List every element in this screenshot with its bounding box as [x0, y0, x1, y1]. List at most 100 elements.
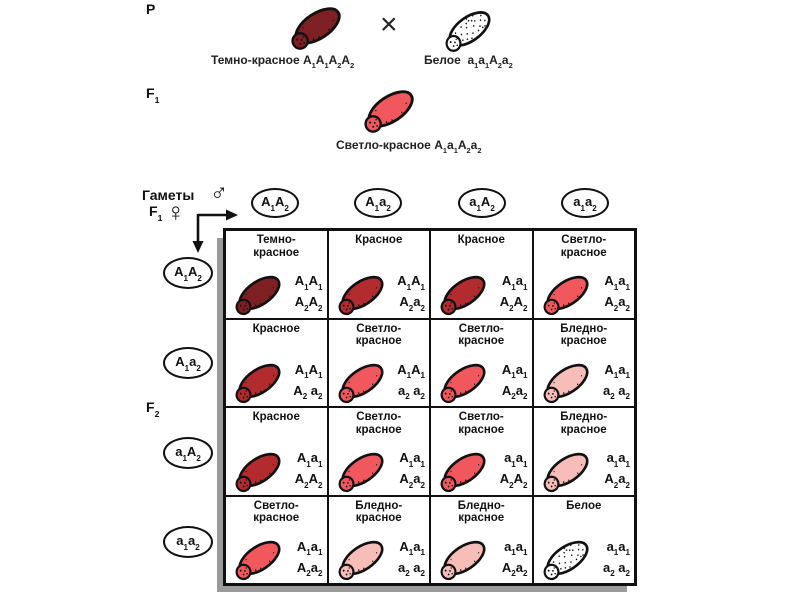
genotype-label: A1A1 A2A2: [294, 273, 323, 313]
parent-dark-genotype: A1A1A2A2: [302, 53, 355, 71]
phenotype-label: Светло-красное: [253, 499, 300, 525]
grain-icon: [445, 11, 491, 52]
male-gamete-circle: A1a2: [354, 188, 402, 218]
grain-image: [432, 270, 494, 318]
grain-icon: [543, 452, 588, 492]
genotype-label: A1A1 A2 a2: [293, 361, 323, 402]
f2-generation-label: F2: [146, 399, 160, 419]
punnett-cell: Светло-красное A1a1 A2a2: [327, 407, 430, 496]
punnett-cell: Бледно-красное A1a1 a2 a2: [327, 495, 430, 584]
phenotype-label: Красное: [355, 234, 403, 246]
male-gamete-circle: a1A2: [458, 188, 506, 218]
grain-image: [330, 358, 392, 406]
male-gamete-label: A1A2: [261, 194, 289, 213]
parent-white-grain-image: [437, 5, 499, 55]
punnett-cell: Красное A1a1 A2A2: [225, 407, 328, 496]
phenotype-label: Светло-красное: [458, 322, 505, 348]
grain-icon: [440, 540, 486, 581]
grain-icon: [235, 275, 281, 315]
grain-image: [535, 270, 597, 318]
gamete-direction-arrows: [192, 209, 238, 253]
punnett-cell: Бледно-красное a1a1 A2a2: [430, 495, 533, 584]
grain-image: [432, 358, 494, 406]
grain-image: [432, 535, 494, 583]
phenotype-label: Белое: [566, 499, 602, 512]
phenotype-label: Светло-красное: [355, 411, 402, 436]
gametes-label: Гаметы: [142, 187, 195, 203]
punnett-cell: Красное A1A1 A2a2: [327, 230, 430, 319]
grain-icon: [338, 363, 383, 404]
genotype-label: A1a1 A2a2: [296, 538, 323, 579]
genotype-label: A1A1 a2 a2: [397, 361, 425, 402]
parent-dark-caption: Темно-красное A1A1A2A2: [211, 53, 355, 71]
female-gamete-circle: A1a2: [163, 347, 213, 379]
parent-white-caption: Белое a1a1A2a2: [424, 53, 513, 71]
grain-icon: [440, 363, 486, 404]
grain-icon: [364, 90, 414, 133]
phenotype-label: Бледно-красное: [457, 499, 505, 525]
genotype-label: A1a1 A2a2: [399, 450, 425, 490]
female-gamete-circle: a1a2: [163, 526, 213, 558]
phenotype-label: Светло-красное: [560, 234, 607, 259]
female-gamete-label: a1A2: [175, 444, 201, 463]
grain-image: [535, 447, 597, 495]
f1-caption: Светло-красное A1a1A2a2: [336, 138, 481, 155]
genotype-label: a1a1 a2 a2: [602, 538, 630, 579]
genotype-label: A1a1 a2 a2: [602, 361, 630, 402]
genotype-label: a1a1 A2a2: [501, 538, 528, 579]
genotype-label: a1a1 A2a2: [604, 450, 630, 490]
grain-image: [535, 535, 597, 583]
female-gamete-label: A1a2: [175, 354, 201, 373]
genotype-label: A1a1 A2A2: [499, 273, 528, 313]
parent-dark-red-grain-image: [282, 1, 350, 53]
grain-icon: [235, 540, 281, 581]
grain-icon: [440, 275, 486, 315]
punnett-cell: Бледно-красное A1a1 a2 a2: [532, 318, 635, 407]
genotype-label: A1A1 A2a2: [397, 273, 425, 313]
grain-icon: [338, 275, 383, 315]
male-gamete-circle: a1a2: [561, 188, 609, 218]
phenotype-label: Светло-красное: [355, 322, 402, 348]
genotype-label: A1a1 A2a2: [501, 361, 528, 402]
grain-icon: [235, 452, 281, 492]
punnett-cell: Светло-красное A1A1 a2 a2: [327, 318, 430, 407]
p-generation-label: P: [146, 1, 156, 17]
grain-image: [432, 447, 494, 495]
punnett-cell: Светло-красное A1a1 A2a2: [532, 230, 635, 319]
phenotype-label: Красное: [252, 322, 300, 335]
grain-icon: [543, 275, 588, 315]
male-gamete-circle: A1A2: [251, 188, 299, 218]
phenotype-label: Темно-красное: [253, 234, 300, 259]
phenotype-label: Бледно-красное: [560, 322, 608, 348]
grain-image: [227, 535, 289, 583]
female-gamete-label: a1a2: [176, 533, 200, 552]
punnett-cell: Светло-красное A1a1 A2a2: [225, 495, 328, 584]
genotype-label: A1a1 a2 a2: [397, 538, 425, 579]
grain-icon: [543, 540, 588, 581]
cross-symbol: ×: [380, 8, 398, 41]
punnett-cell: Красное A1a1 A2A2: [430, 230, 533, 319]
parent-dark-name: Темно-красное: [211, 53, 300, 67]
genotype-label: a1a1 A2A2: [499, 450, 528, 490]
grain-icon: [291, 7, 341, 50]
grain-icon: [440, 452, 486, 492]
phenotype-label: Красное: [457, 234, 505, 246]
parent-white-genotype: a1a1A2a2: [467, 53, 513, 71]
punnett-cell: Белое a1a1 a2 a2: [532, 495, 635, 584]
grain-image: [227, 270, 289, 318]
punnett-cell: Темно-красное A1A1 A2A2: [225, 230, 328, 319]
f1-row-label: F1: [149, 203, 163, 223]
phenotype-label: Бледно-красное: [355, 499, 403, 525]
grain-image: [227, 358, 289, 406]
grain-icon: [543, 363, 588, 404]
f1-light-red-grain-image: [355, 84, 423, 136]
female-gamete-circle: a1A2: [163, 437, 213, 469]
phenotype-label: Красное: [252, 411, 300, 423]
parent-white-name: Белое: [424, 53, 461, 67]
genotype-label: A1a1 A2A2: [294, 450, 323, 490]
male-gamete-label: A1a2: [365, 194, 391, 213]
punnett-cell: Светло-красное a1a1 A2A2: [430, 407, 533, 496]
male-gamete-label: a1a2: [573, 194, 597, 213]
male-gamete-label: a1A2: [469, 194, 495, 213]
